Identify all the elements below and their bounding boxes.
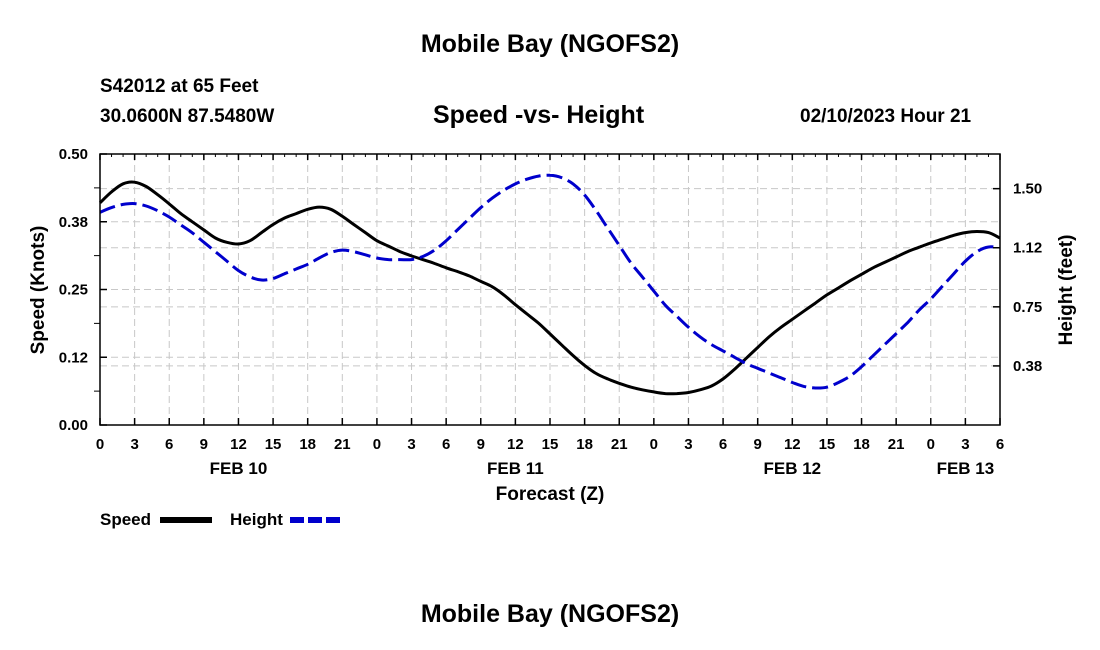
station-name: S42012 at 65 Feet <box>100 76 259 97</box>
x-tick-label: 12 <box>507 436 524 453</box>
x-tick-label: 18 <box>299 436 316 453</box>
x-tick-label: 12 <box>230 436 247 453</box>
date-label: FEB 12 <box>763 459 821 478</box>
y2-tick-label: 0.38 <box>1013 358 1042 375</box>
speed-series-line <box>98 180 1001 396</box>
y2-axis-label: Height (feet) <box>1056 235 1077 346</box>
x-tick-label: 9 <box>754 436 762 453</box>
x-tick-label: 21 <box>334 436 351 453</box>
y2-tick-label: 0.75 <box>1013 299 1042 316</box>
y-tick-label: 0.38 <box>59 214 88 231</box>
legend-label-speed: Speed <box>100 510 151 529</box>
x-tick-label: 3 <box>684 436 692 453</box>
x-tick-label: 18 <box>576 436 593 453</box>
x-tick-label: 15 <box>542 436 559 453</box>
x-tick-label: 6 <box>996 436 1004 453</box>
chart-subtitle: Speed -vs- Height <box>433 101 645 129</box>
x-tick-label: 3 <box>130 436 138 453</box>
axis-ticks: 0 3 6 9 12 15 18 21 0 3 6 9 12 15 18 21 0 3 6 9 12 15 18 21 0 3 6F… <box>59 146 1042 478</box>
x-tick-label: 3 <box>961 436 969 453</box>
chart-main-title: Mobile Bay (NGOFS2) <box>420 30 680 58</box>
x-tick-label: 9 <box>200 436 208 453</box>
x-tick-label: 3 <box>407 436 415 453</box>
x-tick-label: 15 <box>265 436 282 453</box>
date-label: FEB 11 <box>487 459 544 478</box>
axis-labels: Forecast (Z) Speed (Knots) Height (feet) <box>28 226 1077 505</box>
legend: Speed Height <box>100 510 342 529</box>
y2-tick-label: 1.12 <box>1013 240 1042 257</box>
y-tick-label: 0.00 <box>59 417 88 434</box>
station-coordinates: 30.0600N 87.5480W <box>100 106 275 127</box>
y-tick-label: 0.50 <box>59 146 88 163</box>
x-tick-label: 6 <box>442 436 450 453</box>
x-tick-label: 6 <box>165 436 173 453</box>
y-tick-label: 0.25 <box>59 282 88 299</box>
x-tick-label: 0 <box>650 436 658 453</box>
x-tick-label: 9 <box>477 436 485 453</box>
x-tick-label: 21 <box>611 436 628 453</box>
date-label: FEB 13 <box>937 459 995 478</box>
x-tick-label: 15 <box>819 436 836 453</box>
forecast-datetime: 02/10/2023 Hour 21 <box>800 106 972 127</box>
x-tick-label: 18 <box>853 436 870 453</box>
x-tick-label: 0 <box>373 436 381 453</box>
x-tick-label: 12 <box>784 436 801 453</box>
grid-lines <box>100 154 1000 425</box>
height-series-line <box>99 173 1001 390</box>
x-axis-label: Forecast (Z) <box>496 484 605 505</box>
series-lines <box>98 173 1001 396</box>
x-tick-label: 0 <box>927 436 935 453</box>
x-tick-label: 0 <box>96 436 104 453</box>
x-tick-label: 21 <box>888 436 905 453</box>
y-tick-label: 0.12 <box>59 349 88 366</box>
next-chart-title: Mobile Bay (NGOFS2) <box>420 600 680 628</box>
date-label: FEB 10 <box>210 459 268 478</box>
legend-label-height: Height <box>230 510 283 529</box>
y2-tick-label: 1.50 <box>1013 181 1042 198</box>
y-axis-label: Speed (Knots) <box>28 226 49 355</box>
x-tick-label: 6 <box>719 436 727 453</box>
